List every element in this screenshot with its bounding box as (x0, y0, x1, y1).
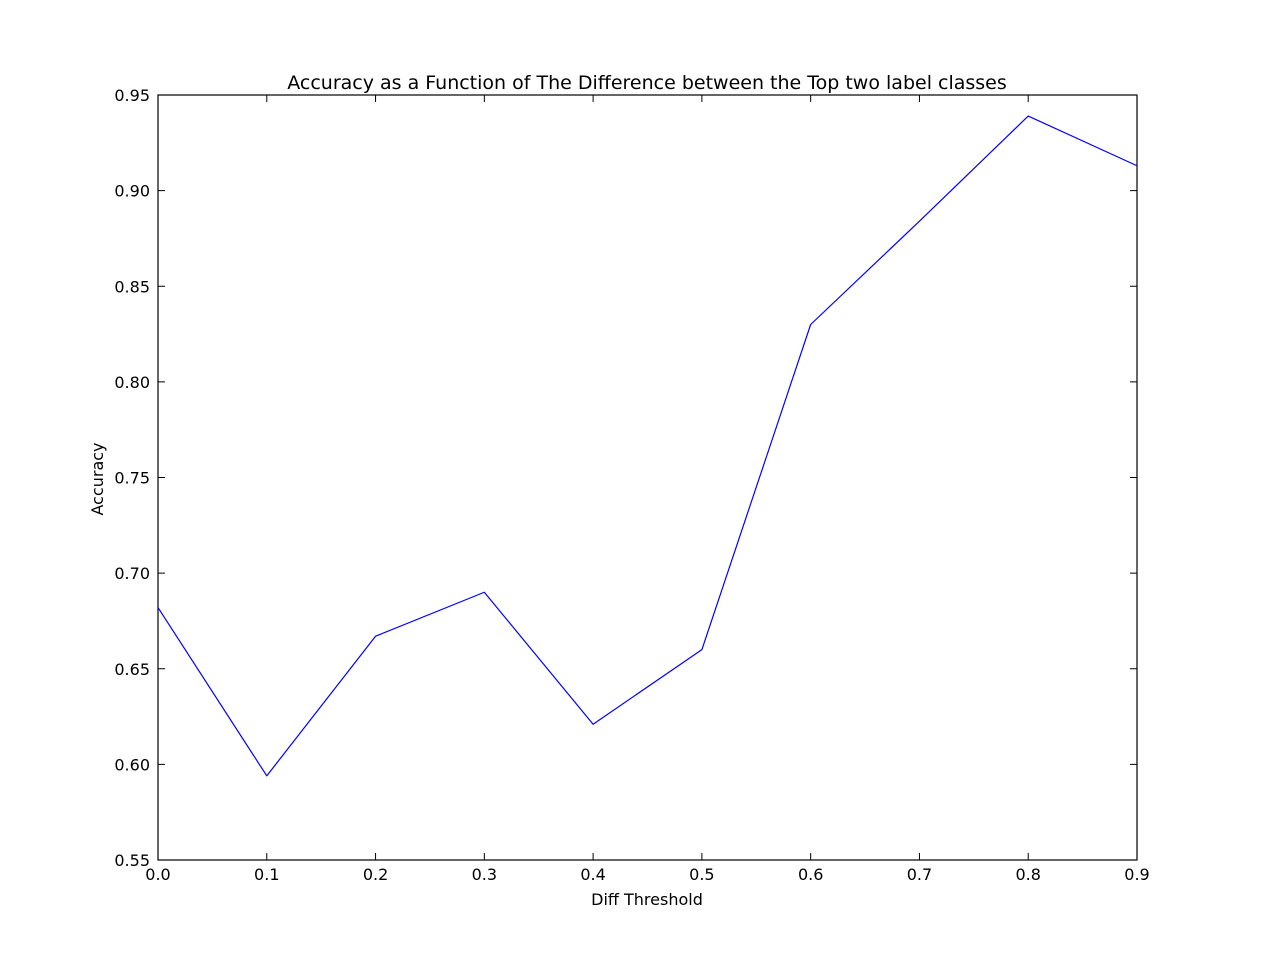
y-tick-label: 0.90 (114, 182, 150, 201)
y-axis-ticks: 0.55 0.60 0.65 0.70 0.75 0.80 0.85 0.90 0.95 (114, 86, 1137, 870)
data-point (481, 589, 487, 595)
x-tick-label: 0.7 (907, 865, 932, 884)
x-axis-label: Diff Threshold (591, 890, 703, 909)
y-tick-label: 0.70 (114, 564, 150, 583)
data-point (699, 647, 705, 653)
data-point (590, 721, 596, 727)
x-tick-label: 0.6 (798, 865, 823, 884)
x-tick-label: 0.1 (254, 865, 279, 884)
accuracy-series-line (157, 115, 1138, 777)
y-tick-label: 0.75 (114, 469, 150, 488)
y-tick-label: 0.80 (114, 373, 150, 392)
x-tick-label: 0.5 (689, 865, 714, 884)
data-point (1025, 113, 1031, 119)
x-axis-ticks: 0.0 0.1 0.2 0.3 0.4 0.5 0.6 0.7 0.8 0.9 (145, 95, 1150, 884)
y-tick-label: 0.95 (114, 86, 150, 105)
y-tick-label: 0.65 (114, 660, 150, 679)
x-tick-label: 0.3 (472, 865, 497, 884)
data-point (264, 773, 270, 779)
y-axis-label: Accuracy (88, 442, 107, 515)
data-point (155, 605, 161, 611)
data-point (373, 633, 379, 639)
data-point (1134, 163, 1140, 169)
chart-title: Accuracy as a Function of The Difference… (287, 72, 1007, 94)
x-tick-label: 0.4 (580, 865, 605, 884)
y-tick-label: 0.60 (114, 755, 150, 774)
x-tick-label: 0.8 (1015, 865, 1040, 884)
data-point (916, 218, 922, 224)
series-layer (155, 113, 1140, 779)
y-tick-label: 0.55 (114, 851, 150, 870)
data-point (808, 322, 814, 328)
x-tick-label: 0.9 (1124, 865, 1149, 884)
axes-frame (157, 94, 1138, 861)
x-tick-label: 0.2 (363, 865, 388, 884)
plot-area: 0.0 0.1 0.2 0.3 0.4 0.5 0.6 0.7 0.8 0.9 0.550.600… (114, 86, 1149, 884)
y-tick-label: 0.85 (114, 277, 150, 296)
x-tick-label: 0.0 (145, 865, 170, 884)
